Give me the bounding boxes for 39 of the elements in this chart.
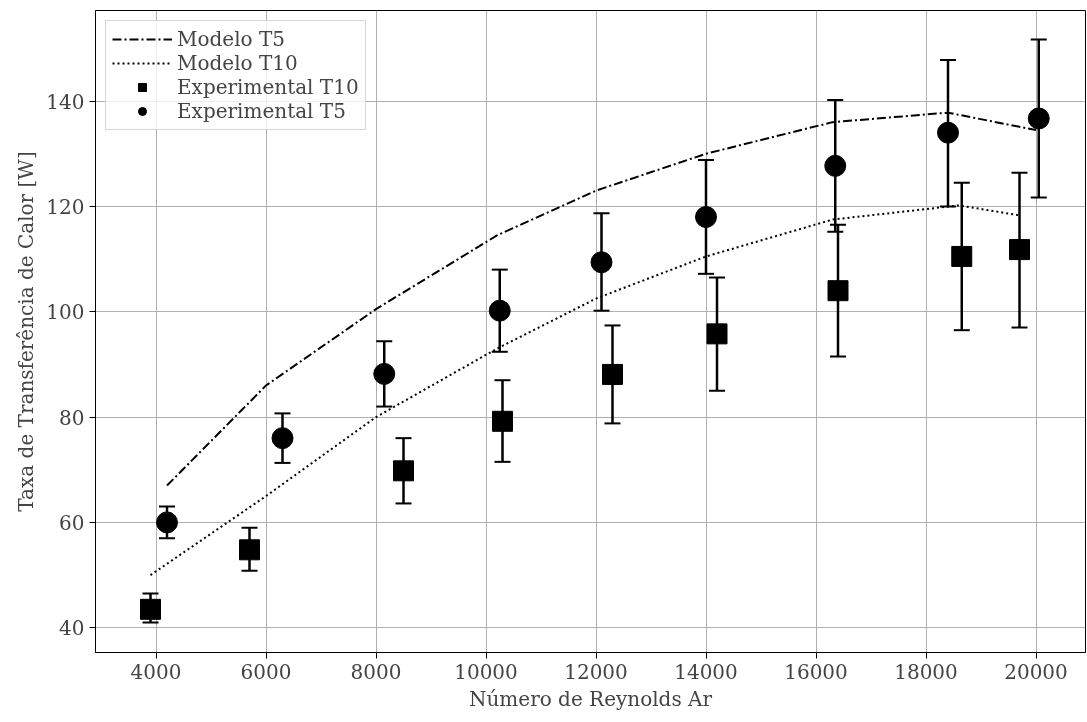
- y-tick-label: 140: [46, 89, 85, 114]
- x-tick-label: 16000: [784, 659, 848, 684]
- y-tick-label: 100: [46, 300, 85, 325]
- x-tick-label: 6000: [240, 659, 292, 684]
- legend-label: Experimental T10: [177, 75, 359, 99]
- point: [951, 245, 973, 267]
- point: [239, 539, 260, 561]
- point: [1009, 239, 1030, 261]
- x-tick-label: 8000: [350, 659, 402, 684]
- point: [602, 363, 623, 385]
- x-axis-title: Número de Reynolds Ar: [468, 686, 713, 711]
- point: [937, 121, 959, 144]
- x-tick-label: 18000: [894, 659, 958, 684]
- point: [373, 362, 396, 385]
- y-axis-title: Taxa de Transferência de Calor [W]: [14, 151, 39, 512]
- legend-label: Modelo T5: [177, 27, 286, 51]
- x-tick-label: 20000: [1004, 659, 1068, 684]
- point: [393, 460, 414, 482]
- point: [271, 427, 294, 450]
- point: [1027, 107, 1050, 130]
- point: [695, 205, 717, 228]
- point: [824, 154, 847, 177]
- point: [590, 251, 613, 274]
- point: [492, 410, 513, 432]
- x-tick-label: 4000: [130, 659, 182, 684]
- point: [488, 299, 511, 322]
- x-tick-label: 12000: [564, 659, 628, 684]
- point: [706, 323, 728, 345]
- legend-label: Experimental T5: [177, 99, 346, 123]
- y-tick-label: 40: [59, 616, 85, 641]
- y-tick-label: 120: [46, 194, 85, 219]
- x-tick-label: 14000: [674, 659, 738, 684]
- x-tick-label: 10000: [454, 659, 518, 684]
- y-tick-label: 80: [59, 405, 85, 430]
- y-tick-label: 60: [59, 510, 85, 535]
- point: [827, 280, 849, 302]
- legend-label: Modelo T10: [177, 51, 298, 75]
- point: [140, 598, 161, 620]
- point: [156, 511, 178, 534]
